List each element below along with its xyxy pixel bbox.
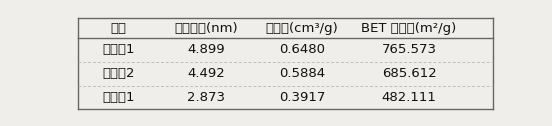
Text: 平均孔径(nm): 平均孔径(nm) bbox=[174, 22, 238, 35]
Text: 0.5884: 0.5884 bbox=[279, 67, 325, 80]
Text: 比较例1: 比较例1 bbox=[102, 91, 135, 104]
Text: 项目: 项目 bbox=[110, 22, 126, 35]
Text: 实施例1: 实施例1 bbox=[102, 43, 135, 56]
Text: 实施例2: 实施例2 bbox=[102, 67, 135, 80]
Text: 765.573: 765.573 bbox=[381, 43, 437, 56]
Text: 2.873: 2.873 bbox=[187, 91, 225, 104]
Text: BET 比表面(m²/g): BET 比表面(m²/g) bbox=[362, 22, 457, 35]
Text: 孔体积(cm³/g): 孔体积(cm³/g) bbox=[266, 22, 338, 35]
Text: 482.111: 482.111 bbox=[381, 91, 437, 104]
Text: 0.6480: 0.6480 bbox=[279, 43, 325, 56]
Text: 0.3917: 0.3917 bbox=[279, 91, 325, 104]
Text: 4.492: 4.492 bbox=[187, 67, 225, 80]
Text: 4.899: 4.899 bbox=[187, 43, 225, 56]
Text: 685.612: 685.612 bbox=[382, 67, 437, 80]
